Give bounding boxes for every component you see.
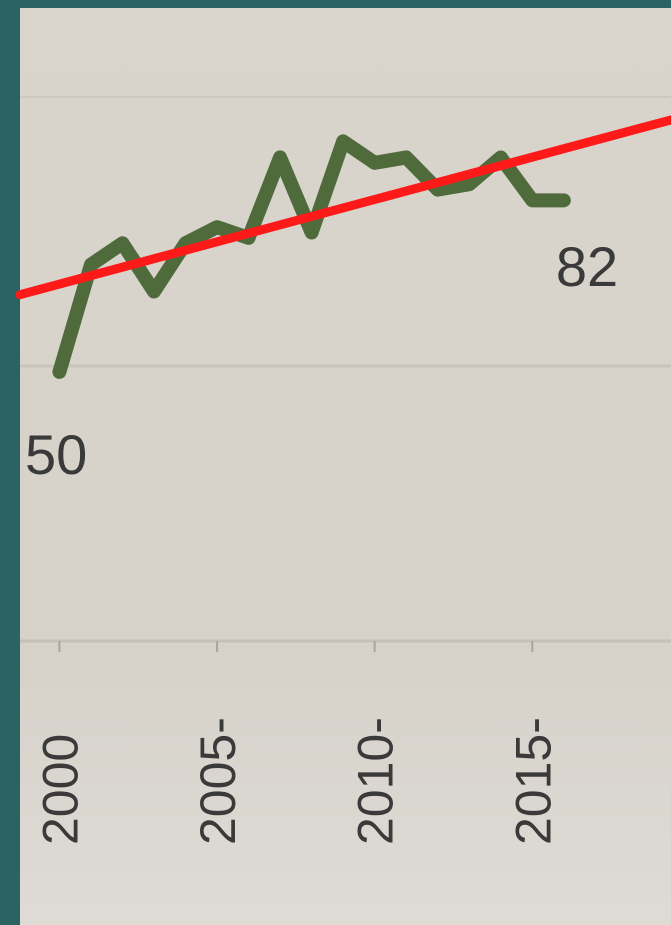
data-label: 82 [556,235,618,298]
data-label: 50 [25,423,87,486]
x-tick-label: 2015- [505,717,561,845]
x-tick-label: 2010- [348,717,404,845]
x-tick-label: 2020 [663,734,671,845]
x-tick-label: 2000 [32,734,88,845]
x-tick-label: 2005- [190,717,246,845]
chart: 2000 2005- 2010- 2015- 2020 50 82 [0,0,671,925]
page: {"chart_data": {"type": "line", "x": [20… [0,0,671,925]
